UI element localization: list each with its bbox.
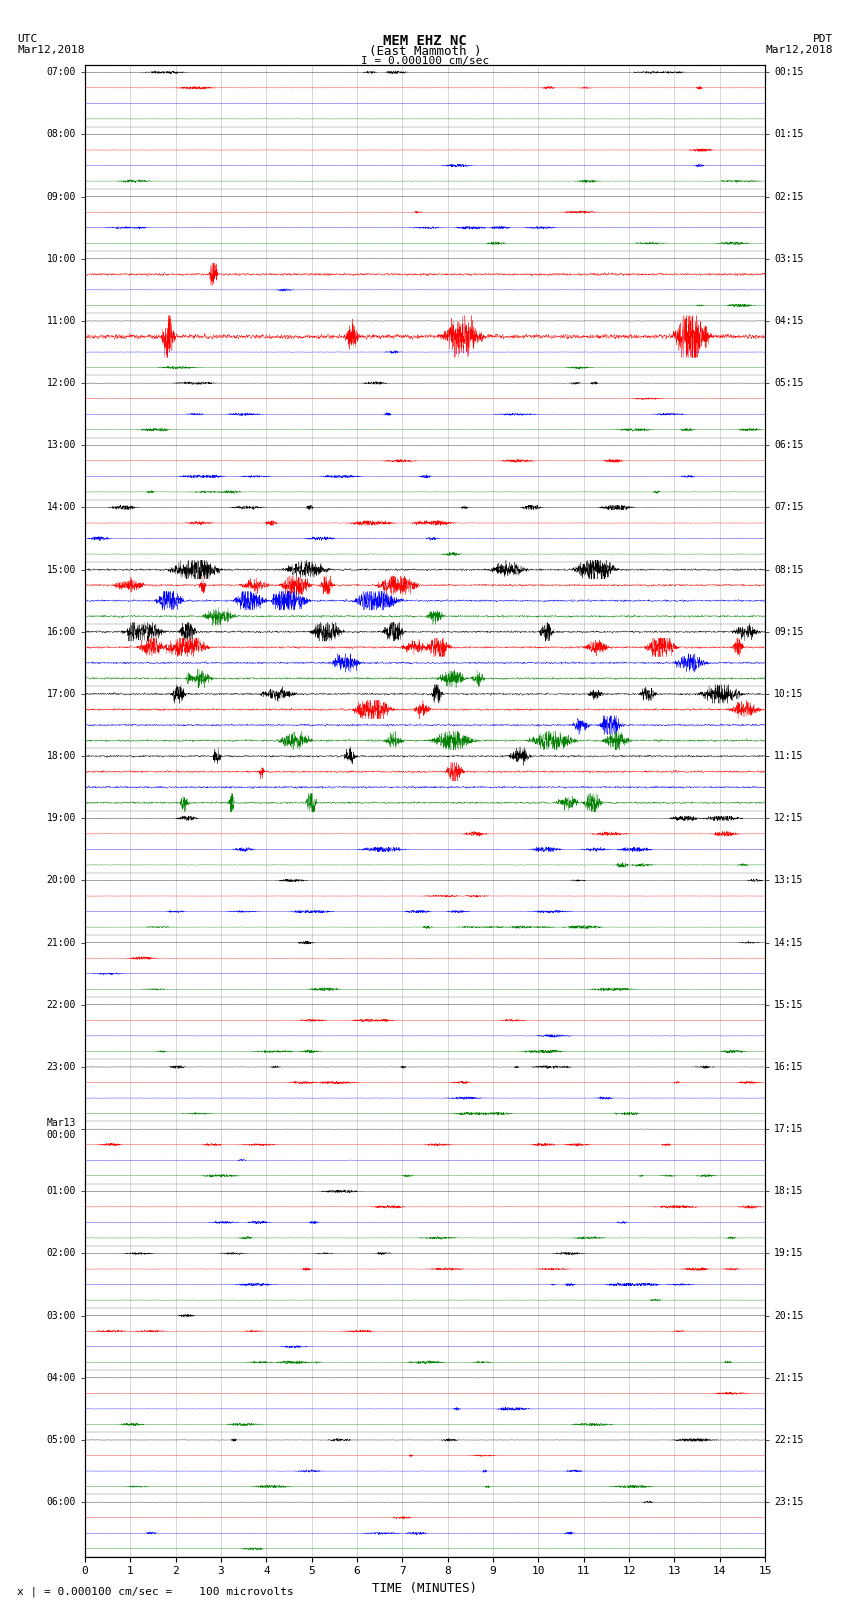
Text: (East Mammoth ): (East Mammoth ) — [369, 45, 481, 58]
Text: Mar12,2018: Mar12,2018 — [17, 45, 84, 55]
Text: MEM EHZ NC: MEM EHZ NC — [383, 34, 467, 48]
Text: PDT: PDT — [813, 34, 833, 44]
X-axis label: TIME (MINUTES): TIME (MINUTES) — [372, 1582, 478, 1595]
Text: x | = 0.000100 cm/sec =    100 microvolts: x | = 0.000100 cm/sec = 100 microvolts — [17, 1586, 294, 1597]
Text: I = 0.000100 cm/sec: I = 0.000100 cm/sec — [361, 56, 489, 66]
Text: Mar12,2018: Mar12,2018 — [766, 45, 833, 55]
Text: UTC: UTC — [17, 34, 37, 44]
